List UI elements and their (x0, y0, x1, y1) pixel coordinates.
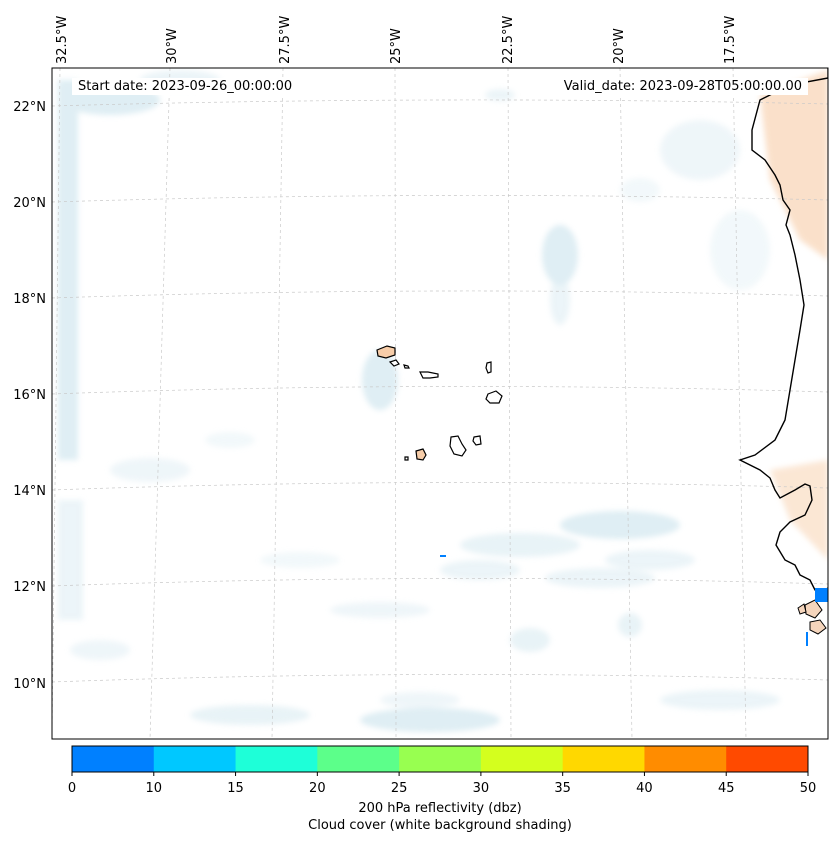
colorbar-segment (480, 746, 564, 772)
colorbar-segment (726, 746, 809, 772)
colorbar-tick-label: 0 (68, 781, 76, 796)
valid-date-label: Valid_date: 2023-09-28T05:00:00.00 (557, 78, 808, 95)
cloud-cover-shading (58, 70, 780, 732)
gridlines (52, 68, 828, 739)
colorbar-tick-label: 15 (227, 781, 244, 796)
colorbar-tick-label: 35 (554, 781, 571, 796)
colorbar: 0 10 15 20 25 30 35 40 45 50 (68, 745, 817, 796)
lat-label: 20°N (13, 196, 46, 211)
colorbar-segment (235, 746, 318, 772)
colorbar-tick-label: 10 (146, 781, 163, 796)
lat-label: 22°N (13, 100, 46, 115)
colorbar-segment (399, 746, 482, 772)
bijagos-islands (797, 599, 827, 635)
lon-label: 17.5°W (723, 16, 738, 64)
brava-island (404, 456, 409, 461)
colorbar-segment (153, 746, 237, 772)
colorbar-label-cloud-cover: Cloud cover (white background shading) (308, 818, 572, 833)
colorbar-tick-label: 40 (636, 781, 653, 796)
lat-label: 18°N (13, 292, 46, 307)
santiago-island (449, 435, 467, 457)
santo-antao-island (376, 345, 396, 359)
colorbar-segment (562, 746, 645, 772)
lon-label: 30°W (165, 28, 180, 64)
santa-luzia-island (403, 364, 410, 369)
lon-label: 25°W (389, 28, 404, 64)
colorbar-tick-label: 25 (391, 781, 408, 796)
colorbar-tick-label: 50 (800, 781, 817, 796)
sao-nicolau-island (419, 371, 439, 379)
lon-label: 20°W (612, 28, 627, 64)
lat-label: 14°N (13, 484, 46, 499)
colorbar-tick-label: 30 (473, 781, 490, 796)
lon-label: 22.5°W (501, 16, 516, 64)
africa-coastline (738, 68, 828, 593)
colorbar-segment (72, 746, 155, 772)
map-frame (51, 67, 829, 740)
maio-island (472, 435, 482, 446)
sal-island (485, 361, 492, 374)
lat-label: 12°N (13, 580, 46, 595)
reflectivity-cell-south (806, 632, 808, 646)
cape-verde-islands (376, 345, 503, 461)
colorbar-label-reflectivity: 200 hPa reflectivity (dbz) (358, 801, 522, 816)
land-warm-shading (760, 70, 828, 560)
lat-label: 10°N (13, 677, 46, 692)
colorbar-tick-label: 20 (309, 781, 326, 796)
colorbar-tick-label: 45 (718, 781, 735, 796)
lat-label: 16°N (13, 388, 46, 403)
reflectivity-cell-coast (815, 588, 828, 602)
colorbar-segment (644, 746, 727, 772)
longitude-labels: 32.5°W 30°W 27.5°W 25°W 22.5°W 20°W 17.5… (55, 16, 738, 64)
lon-label: 32.5°W (55, 16, 70, 64)
latitude-labels: 22°N 20°N 18°N 16°N 14°N 12°N 10°N (13, 100, 46, 692)
lon-label: 27.5°W (278, 16, 293, 64)
colorbar-segment (317, 746, 400, 772)
boa-vista-island (485, 390, 503, 404)
reflectivity-cell-ocean (440, 555, 446, 557)
colorbar-frame (71, 745, 809, 773)
start-date-label: Start date: 2023-09-26_00:00:00 (72, 78, 299, 95)
fogo-island (415, 448, 427, 461)
sao-vicente-island (388, 359, 400, 367)
map-panel[interactable] (52, 68, 828, 739)
